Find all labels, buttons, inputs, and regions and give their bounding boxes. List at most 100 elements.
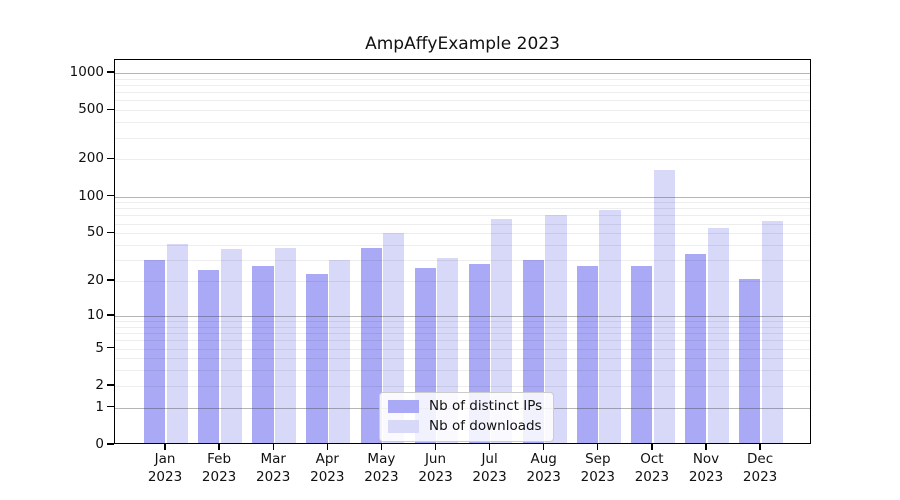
gridline-minor-60 (115, 223, 810, 225)
x-tick-year: 2023 (472, 468, 507, 485)
bar-downloads-3 (328, 260, 351, 443)
x-tick-label-apr: Apr 2023 (292, 451, 362, 486)
gridline-minor-700 (115, 92, 810, 94)
y-tick-label-20: 20 (86, 272, 104, 289)
gridline-minor-3 (115, 370, 810, 372)
gridline-minor-300 (115, 137, 810, 139)
bar-downloads-10 (707, 228, 729, 443)
gridline-minor-400 (115, 122, 810, 124)
gridline-minor-8 (115, 326, 810, 328)
x-tick-mark-apr (326, 444, 328, 450)
bar-distinct-ips-10 (685, 253, 707, 443)
gridline-minor-800 (115, 85, 810, 86)
x-tick-year: 2023 (310, 468, 345, 485)
y-tick-label-1000: 1000 (69, 64, 104, 80)
bar-downloads-4 (383, 233, 405, 443)
bar-distinct-ips-11 (739, 278, 761, 443)
y-tick-label-2: 2 (95, 376, 104, 393)
bar-downloads-11 (761, 221, 783, 443)
x-tick-label-nov: Nov 2023 (671, 451, 741, 486)
bar-distinct-ips-8 (576, 265, 599, 443)
y-tick-label-5: 5 (95, 339, 104, 356)
gridline-minor-500 (115, 110, 810, 112)
x-tick-year: 2023 (580, 468, 615, 485)
y-tick-mark-5 (107, 346, 114, 349)
legend: Nb of distinct IPs Nb of downloads (379, 392, 555, 442)
y-tick-mark-50 (107, 231, 114, 233)
y-tick-label-10: 10 (86, 306, 104, 323)
bar-downloads-2 (274, 247, 297, 443)
gridline-minor-2 (115, 385, 810, 387)
x-tick-month: Oct (640, 451, 664, 467)
x-tick-mark-aug (543, 444, 545, 450)
gridline-minor-5 (115, 348, 810, 350)
bar-distinct-ips-2 (252, 265, 274, 443)
chart-title: AmpAffyExample 2023 (365, 34, 560, 54)
gridline-minor-600 (115, 100, 810, 102)
x-tick-month: May (367, 451, 396, 467)
x-tick-month: Nov (692, 451, 720, 467)
x-tick-mark-jan (164, 444, 166, 450)
y-tick-label-50: 50 (86, 224, 104, 241)
y-tick-label-0: 0 (95, 436, 104, 452)
y-tick-label-200: 200 (78, 150, 104, 167)
legend-item-distinct-ips: Nb of distinct IPs (388, 398, 542, 415)
bar-distinct-ips-1 (198, 269, 220, 443)
x-tick-year: 2023 (634, 468, 670, 485)
gridline-minor-80 (115, 208, 810, 210)
y-tick-mark-20 (107, 279, 114, 281)
y-tick-mark-0 (107, 443, 114, 445)
legend-item-downloads: Nb of downloads (388, 418, 542, 435)
x-tick-month: Jul (481, 451, 498, 467)
legend-label-distinct-ips: Nb of distinct IPs (429, 398, 543, 414)
bar-downloads-0 (166, 243, 188, 443)
x-tick-mark-oct (651, 444, 653, 450)
y-tick-mark-500 (107, 108, 114, 110)
gridline-minor-50 (115, 233, 810, 235)
gridline-major-1000 (115, 73, 810, 74)
y-tick-mark-1000 (107, 71, 114, 73)
x-tick-mark-may (380, 444, 383, 450)
x-tick-year: 2023 (201, 468, 237, 485)
gridline-minor-200 (115, 159, 810, 161)
x-tick-mark-nov (705, 444, 707, 450)
x-tick-mark-feb (218, 444, 220, 450)
bar-distinct-ips-3 (306, 273, 328, 443)
x-tick-month: Feb (207, 451, 232, 467)
x-tick-mark-sep (597, 444, 599, 450)
y-tick-mark-100 (107, 194, 114, 197)
x-tick-month: Mar (260, 451, 286, 467)
legend-swatch-downloads (388, 420, 419, 433)
plot-area (114, 59, 811, 444)
x-tick-label-mar: Mar 2023 (238, 451, 308, 486)
gridline-minor-20 (115, 281, 810, 283)
gridline-minor-90 (115, 202, 810, 204)
gridline-minor-9 (115, 321, 810, 323)
gridline-minor-30 (115, 260, 810, 262)
gridline-minor-40 (115, 245, 810, 247)
x-tick-label-sep: Sep 2023 (563, 451, 633, 486)
y-tick-mark-2 (107, 384, 114, 386)
x-tick-label-may: May 2023 (346, 451, 416, 486)
bar-downloads-9 (653, 169, 675, 443)
x-tick-mark-jun (434, 444, 437, 450)
y-tick-label-100: 100 (78, 187, 104, 204)
x-tick-label-jul: Jul 2023 (455, 451, 525, 486)
bar-distinct-ips-0 (144, 260, 166, 443)
legend-swatch-distinct-ips (388, 400, 419, 413)
x-tick-year: 2023 (688, 468, 724, 485)
legend-label-downloads: Nb of downloads (429, 418, 542, 434)
x-tick-month: Apr (315, 451, 339, 467)
x-tick-mark-dec (759, 444, 761, 450)
x-tick-year: 2023 (418, 468, 453, 485)
x-tick-month: Dec (747, 451, 774, 467)
x-tick-label-feb: Feb 2023 (184, 451, 254, 486)
x-tick-month: Aug (530, 451, 557, 467)
y-tick-label-1: 1 (95, 398, 104, 415)
gridline-minor-4 (115, 358, 810, 360)
x-tick-month: Jun (424, 451, 447, 467)
y-tick-label-500: 500 (78, 101, 104, 118)
bar-downloads-1 (220, 249, 242, 443)
x-tick-label-dec: Dec 2023 (725, 451, 795, 486)
